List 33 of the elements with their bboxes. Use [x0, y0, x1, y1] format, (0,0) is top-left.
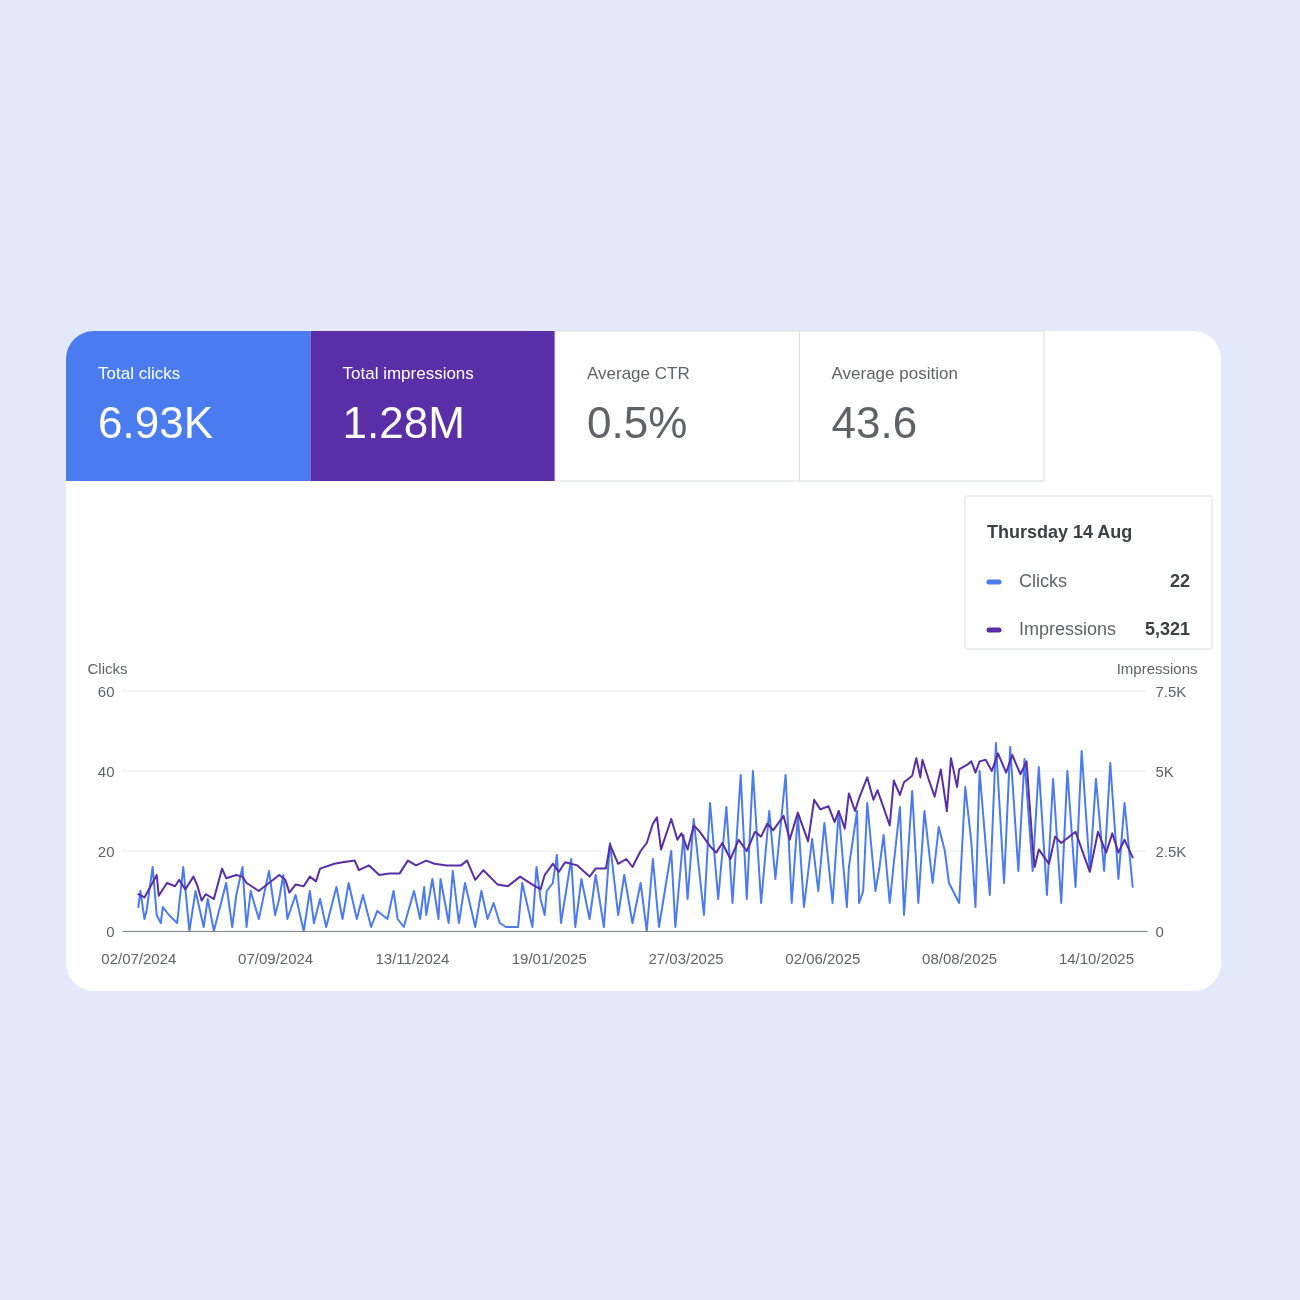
- category-label: Total impressions: [342, 364, 474, 383]
- text: 1.28M: [342, 398, 465, 447]
- y-tick-label: 60: [97, 682, 115, 700]
- y2-axis-title: Impressions: [1116, 659, 1198, 677]
- y-tick-label: 20: [97, 842, 115, 860]
- category-label: Total clicks: [98, 364, 181, 383]
- y2-tick-label: 5K: [1155, 762, 1174, 780]
- text: 22: [1169, 571, 1190, 591]
- x-tick-label: 02/07/2024: [101, 949, 177, 967]
- x-tick-label: 08/08/2025: [922, 949, 998, 967]
- line-series: [137, 742, 1134, 932]
- text: 6.93K: [98, 398, 213, 447]
- y2-tick-label: 2.5K: [1155, 842, 1187, 860]
- y-tick-label: 40: [97, 762, 115, 780]
- x-tick-label: 07/09/2024: [238, 949, 314, 967]
- x-tick-label: 19/01/2025: [511, 949, 587, 967]
- line-series: [137, 752, 1134, 902]
- category-label: Average CTR: [587, 364, 690, 383]
- category-label: Average position: [831, 364, 958, 383]
- x-tick-label: 02/06/2025: [785, 949, 861, 967]
- y2-tick-label: 7.5K: [1155, 682, 1187, 700]
- x-tick-label: 27/03/2025: [648, 949, 724, 967]
- x-tick-label: 14/10/2025: [1058, 949, 1134, 967]
- text: 5,321: [1144, 619, 1190, 639]
- y2-tick-label: 0: [1155, 922, 1164, 940]
- y-tick-label: 0: [106, 922, 115, 940]
- x-tick-label: 13/11/2024: [375, 949, 450, 967]
- text: 0.5%: [587, 398, 688, 447]
- y-axis-title: Clicks: [87, 659, 128, 677]
- legend-label: Clicks: [1019, 571, 1067, 591]
- legend-title: Thursday 14 Aug: [987, 522, 1133, 542]
- legend-label: Impressions: [1019, 619, 1117, 639]
- text: 43.6: [831, 398, 918, 447]
